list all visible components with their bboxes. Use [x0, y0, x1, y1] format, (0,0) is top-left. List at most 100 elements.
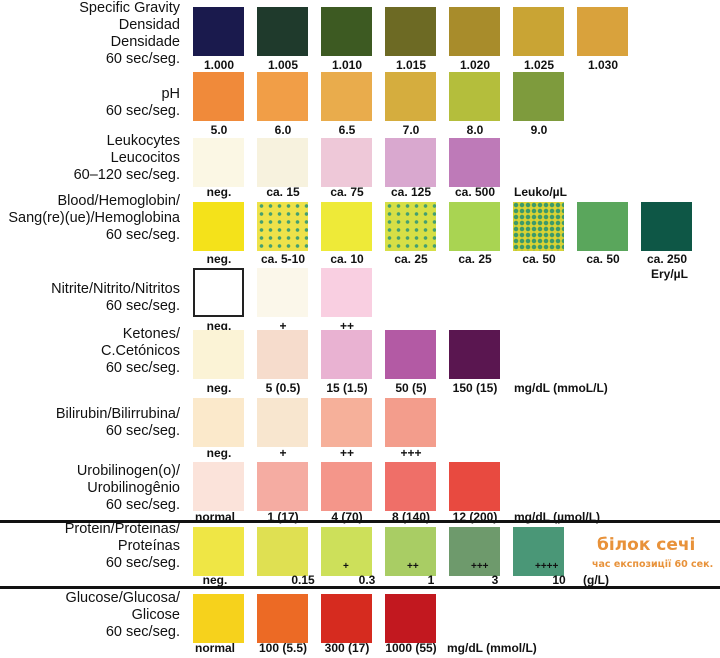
- bilirubin-value-3: +++: [400, 446, 422, 460]
- leukocytes-value-4: ca. 500: [454, 185, 496, 199]
- bilirubin-value-1: +: [279, 446, 287, 460]
- specific-gravity-swatch-2: [321, 7, 372, 56]
- protein-label: Protein/Proteinas/ Proteínas 60 sec/seg.: [64, 521, 180, 571]
- nitrite-value-2: ++: [339, 319, 354, 333]
- ketones-value-4: 150 (15): [452, 381, 498, 395]
- blood-swatch-5: [513, 202, 564, 251]
- ph-swatch-4: [449, 72, 500, 121]
- ph-value-3: 7.0: [402, 123, 420, 137]
- protein-value-5: 10: [552, 573, 566, 587]
- ketones-swatch-3: [385, 330, 436, 379]
- blood-swatch-4: [449, 202, 500, 251]
- protein-value-0: neg.: [202, 573, 228, 587]
- protein-swatch-2: [321, 527, 372, 576]
- ketones-swatch-4: [449, 330, 500, 379]
- specific-gravity-value-3: 1.015: [395, 58, 427, 72]
- protein-swatch-1: [257, 527, 308, 576]
- ketones-value-2: 15 (1.5): [326, 381, 368, 395]
- specific-gravity-swatch-0: [193, 7, 244, 56]
- protein-swatch-mark-4: +++: [471, 561, 489, 572]
- specific-gravity-value-4: 1.020: [459, 58, 491, 72]
- ketones-value-0: neg.: [206, 381, 232, 395]
- ph-value-2: 6.5: [338, 123, 356, 137]
- specific-gravity-swatch-6: [577, 7, 628, 56]
- specific-gravity-value-6: 1.030: [587, 58, 619, 72]
- specific-gravity-swatch-3: [385, 7, 436, 56]
- annotation-title: білок сечі: [597, 535, 696, 555]
- urobilinogen-swatch-1: [257, 462, 308, 511]
- specific-gravity-swatch-5: [513, 7, 564, 56]
- leukocytes-value-0: neg.: [206, 185, 232, 199]
- ph-swatch-2: [321, 72, 372, 121]
- ph-label: pH 60 sec/seg.: [105, 86, 180, 119]
- ph-swatch-3: [385, 72, 436, 121]
- blood-swatch-2: [321, 202, 372, 251]
- ketones-unit: mg/dL (mmoL/L): [514, 381, 608, 395]
- leukocytes-swatch-3: [385, 138, 436, 187]
- ph-swatch-1: [257, 72, 308, 121]
- specific-gravity-value-2: 1.010: [331, 58, 363, 72]
- urobilinogen-swatch-4: [449, 462, 500, 511]
- glucose-value-3: 1000 (55): [385, 641, 437, 655]
- blood-value-5: ca. 50: [522, 252, 556, 266]
- blood-value-2: ca. 10: [330, 252, 364, 266]
- nitrite-swatch-1: [257, 268, 308, 317]
- protein-divider-bottom: [0, 586, 720, 589]
- protein-swatch-mark-5: ++++: [535, 561, 559, 572]
- glucose-swatch-2: [321, 594, 372, 643]
- glucose-value-0: normal: [194, 641, 235, 655]
- ph-value-0: 5.0: [210, 123, 228, 137]
- blood-swatch-6: [577, 202, 628, 251]
- ph-value-1: 6.0: [274, 123, 292, 137]
- urobilinogen-swatch-2: [321, 462, 372, 511]
- ketones-value-3: 50 (5): [395, 381, 427, 395]
- blood-value-4: ca. 25: [458, 252, 492, 266]
- specific-gravity-value-1: 1.005: [267, 58, 299, 72]
- ketones-swatch-2: [321, 330, 372, 379]
- leukocytes-swatch-1: [257, 138, 308, 187]
- bilirubin-swatch-3: [385, 398, 436, 447]
- glucose-unit: mg/dL (mmol/L): [447, 641, 537, 655]
- ketones-swatch-1: [257, 330, 308, 379]
- blood-label: Blood/Hemoglobin/ Sang(re)(ue)/Hemoglobi…: [8, 193, 180, 243]
- leukocytes-label: Leukocytes Leucocitos 60–120 sec/seg.: [73, 133, 180, 183]
- protein-value-3: 1: [427, 573, 435, 587]
- protein-swatch-5: [513, 527, 564, 576]
- protein-swatch-mark-2: +: [343, 561, 349, 572]
- glucose-swatch-3: [385, 594, 436, 643]
- blood-value-1: ca. 5-10: [260, 252, 306, 266]
- glucose-swatch-0: [193, 594, 244, 643]
- protein-unit: (g/L): [583, 573, 609, 587]
- protein-swatch-4: [449, 527, 500, 576]
- leukocytes-value-3: ca. 125: [390, 185, 432, 199]
- specific-gravity-value-5: 1.025: [523, 58, 555, 72]
- leukocytes-value-1: ca. 15: [266, 185, 300, 199]
- ketones-swatch-0: [193, 330, 244, 379]
- blood-swatch-0: [193, 202, 244, 251]
- nitrite-swatch-0: [193, 268, 244, 317]
- bilirubin-swatch-1: [257, 398, 308, 447]
- blood-value-7: ca. 250: [646, 252, 688, 266]
- bilirubin-swatch-0: [193, 398, 244, 447]
- protein-divider-top: [0, 520, 720, 523]
- nitrite-value-0: neg.: [206, 319, 232, 333]
- leukocytes-unit: Leuko/µL: [514, 185, 567, 199]
- ph-swatch-0: [193, 72, 244, 121]
- specific-gravity-label: Specific Gravity Densidad Densidade 60 s…: [79, 0, 180, 67]
- urobilinogen-swatch-0: [193, 462, 244, 511]
- blood-value-3: ca. 25: [394, 252, 428, 266]
- urobilinogen-label: Urobilinogen(o)/ Urobilinogênio 60 sec/s…: [76, 463, 180, 513]
- bilirubin-label: Bilirubin/Bilirrubina/ 60 sec/seg.: [55, 406, 180, 439]
- specific-gravity-swatch-1: [257, 7, 308, 56]
- leukocytes-swatch-2: [321, 138, 372, 187]
- blood-value-6: ca. 50: [586, 252, 620, 266]
- nitrite-value-1: +: [279, 319, 287, 333]
- nitrite-label: Nitrite/Nitrito/Nitritos 60 sec/seg.: [51, 281, 180, 314]
- leukocytes-swatch-4: [449, 138, 500, 187]
- bilirubin-swatch-2: [321, 398, 372, 447]
- ketones-value-1: 5 (0.5): [265, 381, 301, 395]
- urobilinogen-swatch-3: [385, 462, 436, 511]
- glucose-value-2: 300 (17): [324, 641, 370, 655]
- ketones-label: Ketones/ C.Cetónicos 60 sec/seg.: [101, 326, 180, 376]
- nitrite-swatch-2: [321, 268, 372, 317]
